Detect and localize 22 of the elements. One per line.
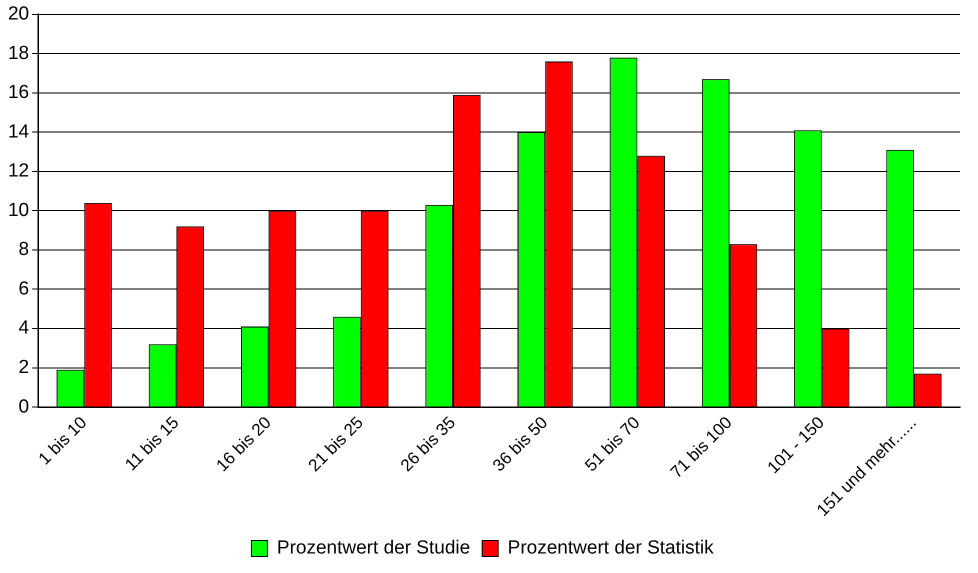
x-tick-label: 51 bis 70 (581, 412, 644, 476)
x-tick-label: 101 - 150 (764, 412, 828, 478)
x-tick-label: 21 bis 25 (304, 412, 367, 476)
x-tick-label: 11 bis 15 (121, 412, 183, 474)
y-tick-label: 14 (8, 121, 30, 142)
y-tick-label: 0 (18, 396, 30, 418)
y-tick-label: 10 (8, 200, 30, 221)
y-tick-label: 6 (18, 278, 30, 300)
y-tick-label: 8 (18, 239, 30, 260)
x-tick-label: 1 bis 10 (34, 412, 90, 468)
x-tick-label: 26 bis 35 (396, 412, 460, 476)
x-tick-label: 71 bis 100 (666, 412, 736, 482)
y-tick-label: 4 (18, 318, 30, 339)
x-tick-label: 36 bis 50 (489, 412, 552, 476)
y-tick-label: 20 (8, 4, 30, 25)
legend-label: Prozentwert der Studie (276, 538, 470, 559)
y-tick-label: 2 (18, 356, 30, 378)
y-tick-label: 12 (8, 160, 30, 182)
y-tick-label: 16 (8, 82, 30, 104)
legend-label: Prozentwert der Statistik (508, 538, 714, 559)
x-tick-label: 16 bis 20 (212, 412, 275, 476)
y-tick-label: 18 (8, 42, 30, 64)
